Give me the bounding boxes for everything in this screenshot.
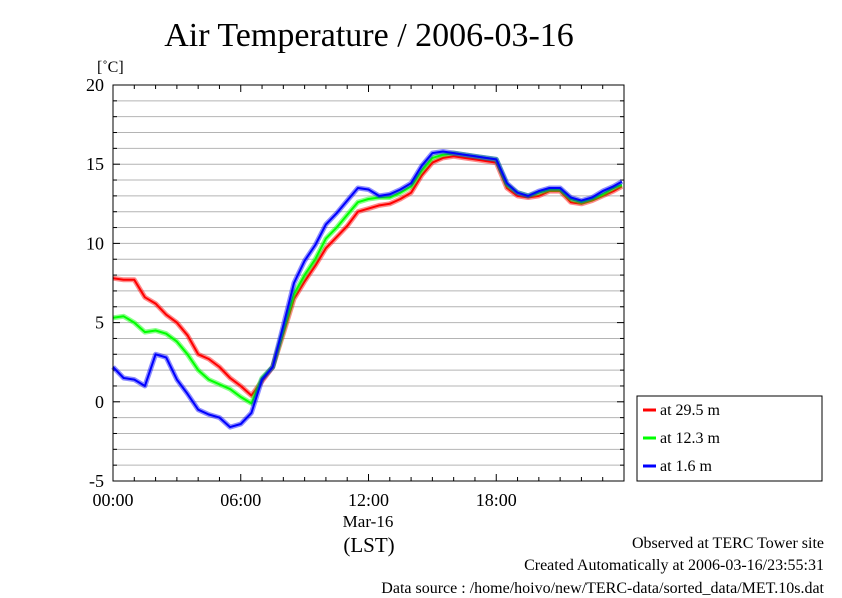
credit-observed: Observed at TERC Tower site xyxy=(631,535,824,552)
plot-frame xyxy=(112,84,625,482)
credit-created: Created Automatically at 2006-03-16/23:5… xyxy=(524,557,824,574)
chart-title: Air Temperature / 2006-03-16 xyxy=(164,17,574,54)
series-lines xyxy=(111,149,624,430)
y-tick-label: 15 xyxy=(86,154,104,174)
x-tick-label: 06:00 xyxy=(220,490,261,510)
x-date-label: Mar-16 xyxy=(343,512,394,531)
legend: at 29.5 m at 12.3 m at 1.6 m xyxy=(636,395,823,482)
x-axis-label: (LST) xyxy=(343,533,394,557)
y-tick-label: 0 xyxy=(95,392,104,412)
y-tick-label: 10 xyxy=(86,233,104,253)
series-line xyxy=(112,155,623,397)
x-tick-label: 18:00 xyxy=(476,490,517,510)
axis-ticks: -5 0 5 10 15 20 00:00 06:00 12:00 18:00 xyxy=(86,75,625,510)
series-line xyxy=(112,152,623,405)
credit-source: Data source : /home/hoivo/new/TERC-data/… xyxy=(381,580,824,597)
y-tick-label: 5 xyxy=(95,313,104,333)
series-line xyxy=(112,150,623,429)
y-tick-label: -5 xyxy=(89,471,104,491)
legend-box xyxy=(636,395,823,482)
grid xyxy=(113,100,624,466)
legend-label: at 1.6 m xyxy=(660,458,713,475)
x-tick-label: 00:00 xyxy=(92,490,133,510)
y-tick-label: 20 xyxy=(86,75,104,95)
x-tick-label: 12:00 xyxy=(348,490,389,510)
legend-label: at 29.5 m xyxy=(660,402,721,419)
legend-label: at 12.3 m xyxy=(660,430,721,447)
y-axis-label: [˚C] xyxy=(97,59,124,76)
